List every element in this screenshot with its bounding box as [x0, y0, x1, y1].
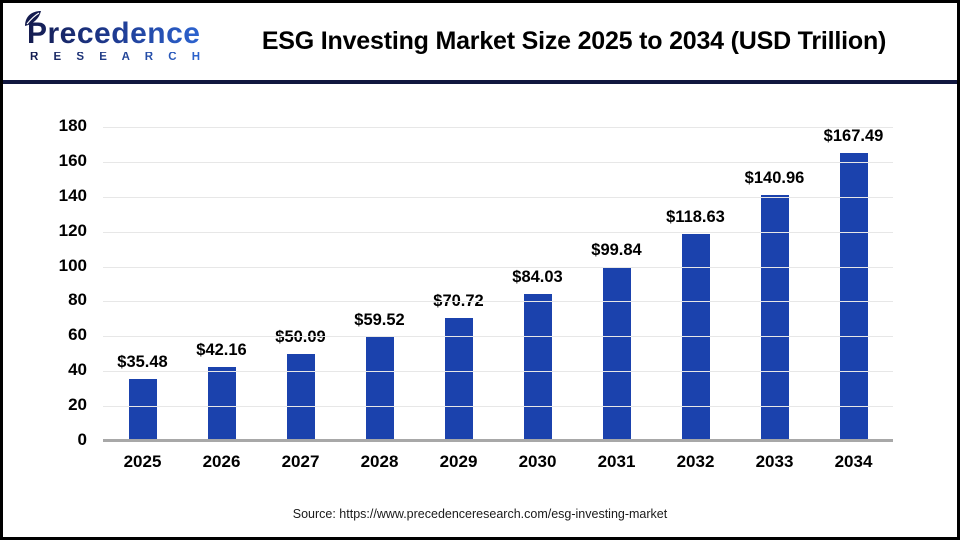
x-axis-labels: 2025 2026 2027 2028 2029 2030 2031 2032 2033 2034: [103, 452, 893, 472]
header: Precedence R E S E A R C H ESG Investing…: [3, 3, 957, 80]
bar-2026: [207, 367, 236, 441]
gridline-160: [103, 161, 893, 163]
bar-value-label-2026: $42.16: [196, 341, 247, 360]
x-tick-label-2025: 2025: [123, 452, 162, 471]
x-tick-label-2028: 2028: [360, 452, 399, 471]
x-axis-baseline: [103, 439, 893, 442]
bar-2027: [286, 353, 315, 441]
chart-region: $35.48 $42.16 $50.09 $59.52 $70.72 $84.03 $99.…: [3, 84, 957, 534]
bar-2034: [839, 153, 868, 441]
bar-cell-2032: $118.63: [656, 127, 735, 441]
gridline-20: [103, 406, 893, 408]
x-tick-label-2033: 2033: [755, 452, 794, 471]
bar-value-label-2028: $59.52: [354, 311, 405, 330]
y-tick-label-40: 40: [68, 360, 87, 380]
plot-area: $35.48 $42.16 $50.09 $59.52 $70.72 $84.03 $99.…: [103, 127, 893, 442]
x-tick-label-2029: 2029: [439, 452, 478, 471]
x-tick-label-2032: 2032: [676, 452, 715, 471]
gridline-180: [103, 127, 893, 128]
leaf-icon: [23, 10, 43, 32]
bar-2025: [128, 379, 157, 441]
y-tick-label-100: 100: [58, 255, 87, 275]
y-tick-label-20: 20: [68, 395, 87, 415]
gridline-120: [103, 231, 893, 233]
logo-subtitle: R E S E A R C H: [27, 52, 217, 64]
header-divider: [3, 80, 957, 84]
y-tick-label-0: 0: [77, 430, 87, 449]
bar-value-label-2032: $118.63: [666, 208, 725, 227]
x-tick-label-2026: 2026: [202, 452, 241, 471]
bar-cell-2031: $99.84: [577, 127, 656, 441]
y-tick-label-140: 140: [58, 185, 87, 205]
bar-cell-2026: $42.16: [182, 127, 261, 441]
bar-2028: [365, 337, 394, 441]
y-tick-label-160: 160: [58, 150, 87, 170]
gridline-80: [103, 301, 893, 303]
gridline-100: [103, 266, 893, 268]
y-tick-label-180: 180: [58, 116, 87, 135]
bar-value-label-2031: $99.84: [591, 240, 642, 259]
bar-cell-2027: $50.09: [261, 127, 340, 441]
bar-value-label-2034: $167.49: [823, 127, 884, 145]
gridline-140: [103, 196, 893, 198]
gridline-60: [103, 336, 893, 338]
bar-cell-2029: $70.72: [419, 127, 498, 441]
bar-2031: [602, 266, 631, 441]
source-caption: Source: https://www.precedenceresearch.c…: [292, 507, 668, 521]
x-tick-label-2034: 2034: [834, 452, 873, 471]
x-tick-label-2030: 2030: [518, 452, 557, 471]
bar-cell-2030: $84.03: [498, 127, 577, 441]
bar-2030: [523, 294, 552, 441]
y-tick-label-60: 60: [68, 325, 87, 345]
bars-container: $35.48 $42.16 $50.09 $59.52 $70.72 $84.03 $99.…: [103, 127, 893, 441]
y-tick-label-80: 80: [68, 290, 87, 310]
precedence-research-logo: Precedence R E S E A R C H: [25, 11, 217, 64]
y-tick-label-120: 120: [58, 220, 87, 240]
bar-value-label-2025: $35.48: [117, 353, 168, 372]
x-tick-label-2031: 2031: [597, 452, 636, 471]
bar-cell-2033: $140.96: [735, 127, 814, 441]
logo-wordmark: Precedence: [27, 19, 217, 49]
chart-title: ESG Investing Market Size 2025 to 2034 (…: [261, 27, 887, 55]
bar-value-label-2029: $70.72: [433, 291, 484, 310]
bar-cell-2034: $167.49: [814, 127, 893, 441]
bar-2033: [760, 195, 789, 441]
gridline-40: [103, 371, 893, 373]
bar-cell-2025: $35.48: [103, 127, 182, 441]
bar-value-label-2033: $140.96: [744, 169, 805, 188]
bar-2032: [681, 234, 710, 441]
title-wrap: ESG Investing Market Size 2025 to 2034 (…: [217, 27, 935, 56]
x-tick-label-2027: 2027: [281, 452, 320, 471]
bar-2029: [444, 317, 473, 441]
bar-value-label-2030: $84.03: [512, 268, 563, 287]
bar-cell-2028: $59.52: [340, 127, 419, 441]
